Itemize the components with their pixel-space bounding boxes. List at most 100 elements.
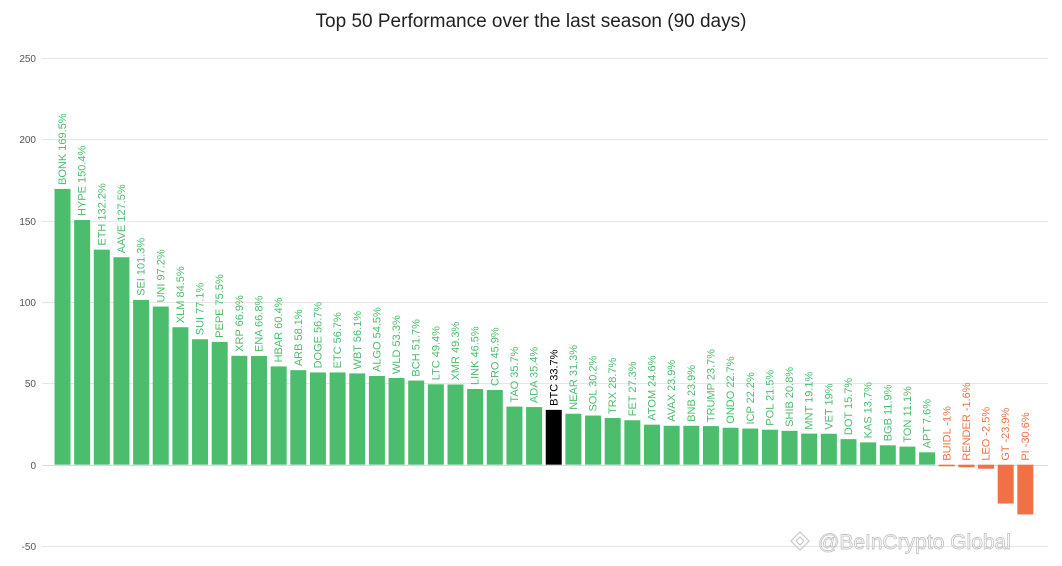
bar-hbar [270, 366, 287, 465]
bar-label-bonk: BONK 169.5% [57, 113, 69, 185]
bar-label-xmr: XMR 49.3% [450, 322, 462, 381]
bar-label-doge: DOGE 56.7% [312, 302, 324, 369]
bar-etc [329, 372, 346, 465]
bar-render [958, 464, 975, 468]
y-tick-label: 0 [30, 461, 36, 472]
bar-pi [1017, 464, 1034, 515]
bar-arb [290, 370, 307, 465]
bar-shib [781, 430, 798, 465]
bar-sei [133, 299, 150, 465]
bar-label-pepe: PEPE 75.5% [214, 274, 226, 338]
bar-label-xrp: XRP 66.9% [234, 295, 246, 352]
bar-label-leo: LEO -2.5% [981, 407, 993, 461]
bar-kas [860, 442, 877, 465]
bar-xmr [447, 384, 464, 465]
bar-label-cro: CRO 45.9% [489, 327, 501, 386]
bar-hype [74, 220, 91, 465]
bar-sol [585, 415, 602, 465]
bar-mnt [801, 433, 818, 465]
bar-pol [761, 429, 778, 465]
bar-label-avax: AVAX 23.9% [666, 360, 678, 422]
bar-label-bgb: BGB 11.9% [882, 384, 894, 441]
bar-label-render: RENDER -1.6% [961, 382, 973, 460]
bar-ada [526, 407, 543, 465]
watermark: @BeInCrypto Global [790, 531, 1011, 554]
bar-label-bch: BCH 51.7% [411, 319, 423, 377]
bar-ondo [722, 427, 739, 465]
bar-label-etc: ETC 56.7% [332, 312, 344, 368]
bar-buidl [938, 464, 955, 467]
grid-lines [42, 58, 1048, 547]
bar-algo [368, 376, 385, 465]
bar-label-sol: SOL 30.2% [588, 355, 600, 411]
bar-label-xlm: XLM 84.5% [175, 266, 187, 323]
y-axis-ticks: -50 0 50 100 150 200 250 [19, 54, 36, 553]
watermark-text: @BeInCrypto Global [818, 531, 1011, 554]
bar-label-wbt: WBT 56.1% [352, 311, 364, 370]
bar-label-btc: BTC 33.7% [548, 349, 560, 405]
bar-label-ondo: ONDO 22.7% [725, 356, 737, 423]
bar-label-kas: KAS 13.7% [863, 382, 875, 438]
bar-icp [742, 428, 759, 465]
bar-label-pol: POL 21.5% [764, 370, 776, 426]
bars [54, 188, 1034, 515]
bar-label-fet: FET 27.3% [627, 361, 639, 416]
bar-xrp [231, 355, 248, 465]
chart-title: Top 50 Performance over the last season … [316, 11, 747, 32]
bar-label-vet: VET 19% [823, 383, 835, 429]
bar-label-hype: HYPE 150.4% [77, 145, 89, 216]
bar-wbt [349, 373, 366, 465]
bar-fet [624, 420, 641, 465]
bar-gt [997, 464, 1014, 504]
bar-label-trump: TRUMP 23.7% [705, 349, 717, 422]
bar-label-sui: SUI 77.1% [195, 282, 207, 335]
bar-trx [604, 417, 621, 465]
bar-vet [820, 433, 837, 465]
bar-label-ada: ADA 35.4% [529, 347, 541, 403]
bar-label-sei: SEI 101.3% [136, 238, 148, 296]
bar-label-aave: AAVE 127.5% [116, 184, 128, 253]
bar-label-near: NEAR 31.3% [568, 345, 580, 410]
bar-label-atom: ATOM 24.6% [647, 355, 659, 420]
y-tick-label: 50 [25, 379, 37, 390]
bar-label-bnb: BNB 23.9% [686, 365, 698, 422]
beincrypto-logo-icon [790, 531, 810, 551]
bar-leo [978, 464, 995, 469]
bar-cro [486, 390, 503, 465]
bar-apt [919, 452, 936, 465]
bar-uni [152, 306, 169, 465]
bar-eth [93, 249, 110, 465]
bar-btc [545, 409, 562, 465]
bar-atom [644, 424, 660, 465]
bar-label-arb: ARB 58.1% [293, 309, 305, 366]
bar-xlm [172, 327, 189, 465]
bar-ton [899, 446, 916, 465]
bar-avax [663, 425, 680, 465]
bar-label-gt: GT -23.9% [1000, 407, 1012, 460]
y-tick-label: 250 [19, 54, 36, 65]
bar-doge [309, 372, 326, 465]
y-tick-label: 100 [19, 298, 36, 309]
bar-wld [388, 377, 405, 465]
bar-label-uni: UNI 97.2% [155, 249, 167, 302]
bar-aave [113, 257, 130, 465]
bar-label-ena: ENA 66.8% [254, 296, 266, 352]
y-tick-label: 150 [19, 217, 36, 228]
bar-label-buidl: BUIDL -1% [941, 406, 953, 461]
bar-label-icp: ICP 22.2% [745, 372, 757, 425]
bar-label-shib: SHIB 20.8% [784, 367, 796, 427]
bar-pepe [211, 341, 228, 465]
bar-label-ton: TON 11.1% [902, 386, 914, 443]
bar-bnb [683, 425, 700, 465]
bar-trump [702, 426, 719, 465]
bar-labels: BONK 169.5% HYPE 150.4% ETH 132.2% AAVE 127… [57, 113, 1032, 460]
bar-label-pi: PI -30.6% [1020, 412, 1032, 461]
bar-tao [506, 406, 523, 465]
bar-label-mnt: MNT 19.1% [804, 372, 816, 430]
bar-label-trx: TRX 28.7% [607, 358, 619, 414]
bar-label-algo: ALGO 54.5% [371, 307, 383, 372]
bar-bgb [879, 445, 896, 465]
y-tick-label: 200 [19, 135, 36, 146]
bar-label-tao: TAO 35.7% [509, 346, 521, 402]
